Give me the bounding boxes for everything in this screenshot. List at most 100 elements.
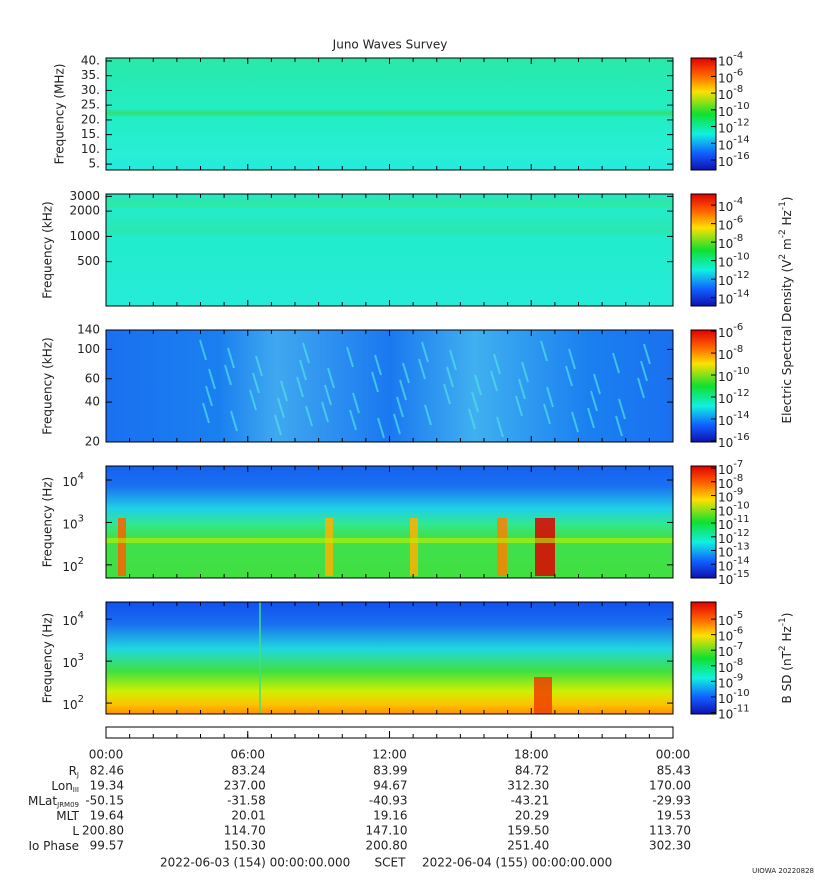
tick-exponent: -7 [733, 641, 743, 652]
ephemeris-value: 251.40 [507, 839, 549, 853]
tick-exponent: -10 [733, 252, 749, 263]
emission-streak [418, 358, 426, 380]
colorbar-tick-label: 10-4 [718, 196, 743, 214]
tick-exponent: -8 [733, 84, 743, 95]
tick-base: 10 [62, 698, 77, 712]
emission-streak [202, 402, 210, 424]
ephemeris-value: 19.16 [373, 809, 407, 823]
y-tick-label: 5. [89, 157, 100, 171]
emission-streak [255, 355, 263, 377]
colorbar-tick-label: 10-15 [718, 569, 750, 587]
tick-exponent: -13 [733, 542, 749, 553]
tick-base: 10 [718, 88, 733, 102]
row-label: RJ [69, 764, 79, 780]
colorbar-tick-label: 10-14 [718, 134, 750, 152]
tick-exponent: -9 [733, 487, 743, 498]
colorbar [691, 330, 716, 442]
ephemeris-value: -50.15 [85, 794, 124, 808]
ephemeris-value: 113.70 [649, 824, 691, 838]
colorbar-frame [690, 57, 717, 171]
y-tick-label: 102 [62, 694, 84, 712]
row-label: LonIII [51, 779, 79, 795]
y-tick-label: 103 [62, 652, 84, 670]
spectrogram [106, 194, 673, 306]
tick-base: 10 [718, 237, 733, 251]
ephemeris-value: 159.50 [507, 824, 549, 838]
tick-base: 10 [718, 435, 733, 449]
tick-exponent: -14 [733, 410, 749, 421]
colorbar-tick-label: 10-6 [718, 322, 743, 340]
tick-base: 10 [718, 274, 733, 288]
tick-exponent: -6 [733, 67, 743, 78]
emission-streak [493, 353, 501, 375]
emission-streak [612, 352, 620, 374]
emission-streak [474, 374, 482, 396]
label-part: Electric Spectral Density (V [780, 259, 794, 424]
emission-burst [118, 518, 126, 576]
y-axis-label: Frequency (kHz) [41, 201, 55, 298]
ephemeris-value: 237.00 [224, 779, 266, 793]
label-part: Hz [780, 626, 794, 645]
footer-end: 2022-06-04 (155) 00:00:00.000 [422, 856, 612, 870]
tick-base: 10 [62, 475, 77, 489]
ephemeris-value: 200.80 [82, 824, 124, 838]
y-tick-label: 103 [62, 513, 84, 531]
colorbar-tick-label: 10-10 [718, 366, 750, 384]
footer-start: 2022-06-03 (154) 00:00:00.000 [160, 856, 350, 870]
ephemeris-value: 19.34 [90, 779, 124, 793]
tick-base: 10 [718, 559, 733, 573]
emission-streak [393, 413, 401, 435]
tick-exponent: -14 [733, 555, 749, 566]
tick-exponent: -8 [733, 473, 743, 484]
colorbar-tick-label: 10-7 [718, 459, 743, 477]
emission-streak [199, 339, 207, 361]
tick-base: 10 [718, 629, 733, 643]
colorbar-label: Electric Spectral Density (V2 m-2 Hz-1) [778, 196, 794, 423]
emission-streak [637, 377, 645, 399]
colorbar-tick-label: 10-12 [718, 528, 750, 546]
ephemeris-value: -31.58 [227, 794, 266, 808]
colorbar-tick-label: 10-6 [718, 67, 743, 85]
colorbar-tick-label: 10-14 [718, 555, 750, 573]
tick-exponent: -8 [733, 233, 743, 244]
row-label: MLatJRM09 [28, 794, 79, 810]
row-name: Io Phase [28, 839, 79, 853]
ephemeris-value: 94.67 [373, 779, 407, 793]
colorbar [691, 58, 716, 170]
emission-streak [327, 367, 335, 389]
label-part: B SD (nT [780, 650, 794, 703]
spectrogram [106, 58, 673, 170]
tick-exponent: -4 [733, 196, 743, 207]
y-axis-label: Frequency (kHz) [41, 337, 55, 434]
x-tick-label: 06:00 [230, 748, 265, 762]
label-part: ) [780, 613, 794, 618]
ephemeris-value: 312.30 [507, 779, 549, 793]
tick-exponent: -6 [733, 626, 743, 637]
tick-exponent: 2 [78, 556, 84, 567]
emission-streak [402, 362, 410, 384]
colorbar [691, 602, 716, 714]
emission-streak [321, 401, 329, 423]
label-part: 2 [778, 254, 788, 260]
y-tick-label: 104 [62, 610, 84, 628]
tick-exponent: -8 [733, 657, 743, 668]
tick-base: 10 [718, 104, 733, 118]
tick-base: 10 [718, 121, 733, 135]
emission-streak [546, 386, 554, 408]
tick-exponent: -15 [733, 569, 749, 580]
emission-burst [534, 677, 552, 714]
chart-title: Juno Waves Survey [332, 38, 448, 52]
colorbar-tick-label: 10-10 [718, 252, 750, 270]
emission-burst [325, 518, 333, 576]
emission-streak [643, 343, 651, 365]
colorbar-tick-label: 10-11 [718, 514, 750, 532]
y-tick-label: 60 [85, 371, 100, 385]
colorbar-tick-label: 10-8 [718, 233, 743, 251]
colorbar-tick-label: 10-11 [718, 703, 750, 721]
emission-streak [471, 391, 479, 413]
colorbar-tick-label: 10-12 [718, 270, 750, 288]
tick-exponent: 2 [78, 694, 84, 705]
tick-exponent: -10 [733, 500, 749, 511]
tick-exponent: -14 [733, 289, 749, 300]
colorbar-tick-label: 10-14 [718, 410, 750, 428]
